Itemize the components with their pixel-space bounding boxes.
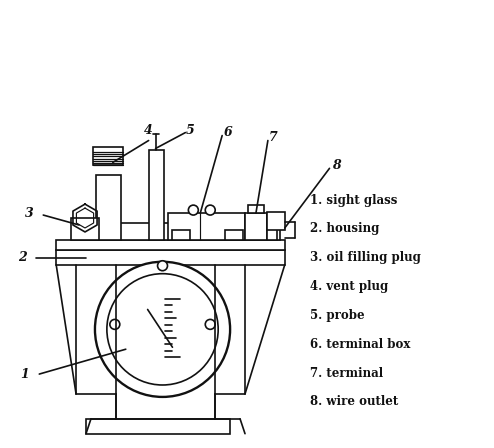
Bar: [86, 419, 230, 434]
Text: 1. sight glass: 1. sight glass: [310, 194, 397, 207]
Circle shape: [110, 319, 120, 329]
Text: 6. terminal box: 6. terminal box: [310, 338, 410, 351]
Bar: [245, 213, 267, 240]
Text: 2. housing: 2. housing: [310, 223, 379, 236]
Text: 2: 2: [18, 251, 26, 264]
Circle shape: [206, 205, 215, 215]
Bar: [93, 147, 123, 165]
Bar: [56, 250, 285, 265]
Bar: [225, 230, 243, 240]
Text: 1: 1: [21, 367, 29, 380]
Bar: [267, 213, 277, 240]
Text: 8: 8: [332, 159, 341, 172]
Text: 4. vent plug: 4. vent plug: [310, 280, 388, 293]
Text: 7. terminal: 7. terminal: [310, 366, 383, 379]
Circle shape: [95, 262, 230, 397]
Text: 6: 6: [224, 126, 233, 139]
Circle shape: [188, 205, 198, 215]
Text: 4: 4: [144, 124, 153, 137]
Bar: [56, 240, 285, 250]
Bar: [81, 223, 280, 240]
Text: 7: 7: [268, 131, 277, 144]
Text: 5. probe: 5. probe: [310, 309, 364, 322]
Bar: [172, 230, 190, 240]
Circle shape: [206, 319, 215, 329]
Text: 5: 5: [186, 124, 195, 137]
Text: 8. wire outlet: 8. wire outlet: [310, 396, 398, 409]
Bar: [149, 151, 164, 240]
Bar: [267, 212, 285, 230]
Circle shape: [158, 261, 167, 271]
Bar: [248, 205, 264, 213]
Text: 3. oil filling plug: 3. oil filling plug: [310, 251, 420, 264]
Circle shape: [107, 274, 218, 385]
Bar: [96, 175, 121, 240]
Bar: [168, 213, 245, 240]
Text: 3: 3: [25, 207, 33, 220]
Bar: [71, 218, 99, 240]
